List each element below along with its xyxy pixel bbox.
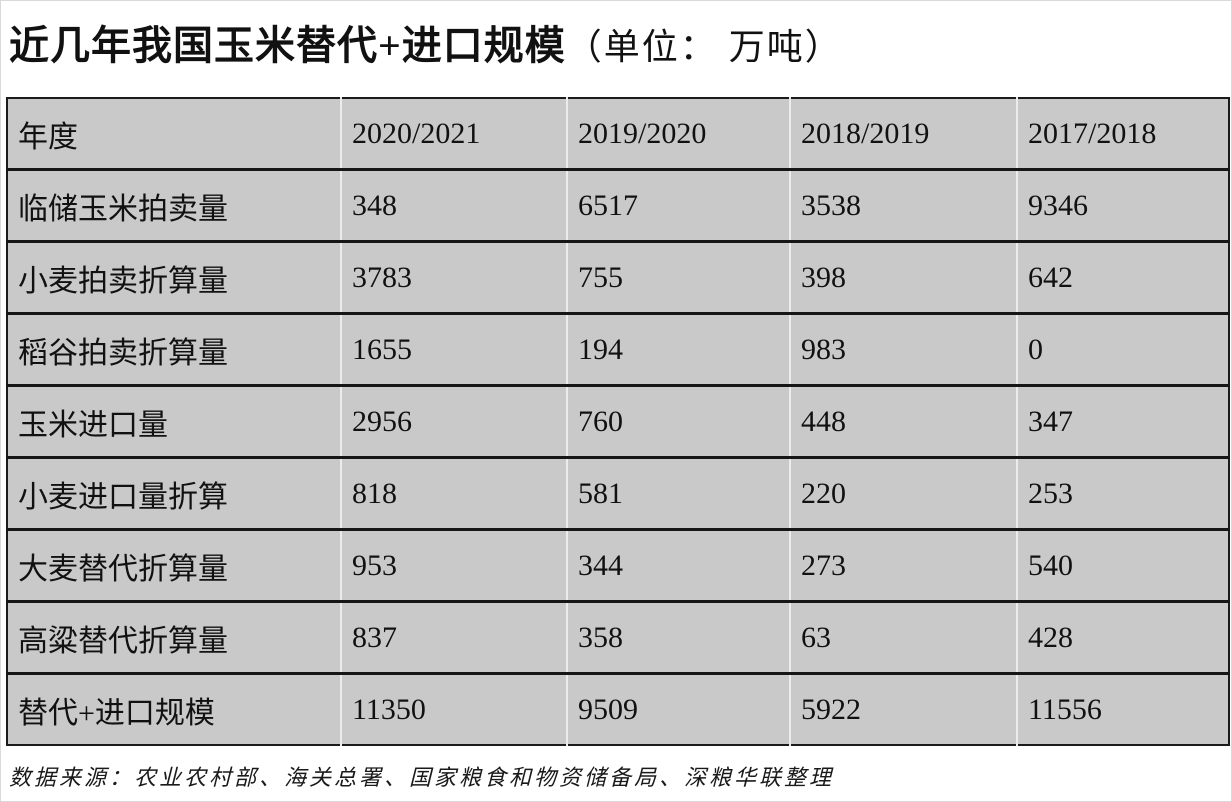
cell-value: 220 <box>789 456 1017 530</box>
table-row: 大麦替代折算量 953 344 273 540 <box>7 528 1229 602</box>
cell-value: 755 <box>566 240 790 314</box>
title-bar: 近几年我国玉米替代+进口规模（单位： 万吨） <box>1 1 1231 71</box>
cell-value: 11350 <box>340 672 567 745</box>
cell-value: 428 <box>1016 600 1229 674</box>
table-row: 稻谷拍卖折算量 1655 194 983 0 <box>7 312 1229 386</box>
header-cell-2020-2021: 2020/2021 <box>340 98 567 170</box>
cell-value: 273 <box>789 528 1017 602</box>
table-row: 玉米进口量 2956 760 448 347 <box>7 384 1229 458</box>
row-label: 小麦进口量折算 <box>7 456 341 530</box>
table-row: 临储玉米拍卖量 348 6517 3538 9346 <box>7 168 1229 242</box>
cell-value: 2956 <box>340 384 567 458</box>
cell-value: 837 <box>340 600 567 674</box>
cell-value: 347 <box>1016 384 1229 458</box>
cell-value: 3783 <box>340 240 567 314</box>
cell-value: 9346 <box>1016 168 1229 242</box>
cell-value: 11556 <box>1016 672 1229 745</box>
table-row: 小麦拍卖折算量 3783 755 398 642 <box>7 240 1229 314</box>
cell-value: 448 <box>789 384 1017 458</box>
cell-value: 581 <box>566 456 790 530</box>
table-row: 高粱替代折算量 837 358 63 428 <box>7 600 1229 674</box>
cell-value: 253 <box>1016 456 1229 530</box>
row-label: 玉米进口量 <box>7 384 341 458</box>
cell-value: 983 <box>789 312 1017 386</box>
cell-value: 194 <box>566 312 790 386</box>
row-label: 小麦拍卖折算量 <box>7 240 341 314</box>
table-header-row: 年度 2020/2021 2019/2020 2018/2019 2017/20… <box>7 98 1229 170</box>
header-cell-year: 年度 <box>7 98 341 170</box>
cell-value: 0 <box>1016 312 1229 386</box>
cell-value: 953 <box>340 528 567 602</box>
row-label: 稻谷拍卖折算量 <box>7 312 341 386</box>
row-label: 大麦替代折算量 <box>7 528 341 602</box>
header-cell-2019-2020: 2019/2020 <box>566 98 790 170</box>
cell-value: 540 <box>1016 528 1229 602</box>
cell-value: 760 <box>566 384 790 458</box>
cell-value: 358 <box>566 600 790 674</box>
cell-value: 63 <box>789 600 1017 674</box>
table-row: 小麦进口量折算 818 581 220 253 <box>7 456 1229 530</box>
data-table: 年度 2020/2021 2019/2020 2018/2019 2017/20… <box>6 97 1230 746</box>
row-label: 替代+进口规模 <box>7 672 341 745</box>
row-label: 临储玉米拍卖量 <box>7 168 341 242</box>
page-title: 近几年我国玉米替代+进口规模 <box>9 23 566 68</box>
cell-value: 5922 <box>789 672 1017 745</box>
data-source-note: 数据来源：农业农村部、海关总署、国家粮食和物资储备局、深粮华联整理 <box>9 765 835 790</box>
cell-value: 1655 <box>340 312 567 386</box>
page-title-unit: （单位： 万吨） <box>565 27 843 67</box>
header-cell-2017-2018: 2017/2018 <box>1016 98 1229 170</box>
cell-value: 3538 <box>789 168 1017 242</box>
table-row-total: 替代+进口规模 11350 9509 5922 11556 <box>7 672 1229 745</box>
cell-value: 348 <box>340 168 567 242</box>
header-cell-2018-2019: 2018/2019 <box>789 98 1017 170</box>
cell-value: 344 <box>566 528 790 602</box>
cell-value: 818 <box>340 456 567 530</box>
row-label: 高粱替代折算量 <box>7 600 341 674</box>
cell-value: 642 <box>1016 240 1229 314</box>
cell-value: 398 <box>789 240 1017 314</box>
cell-value: 6517 <box>566 168 790 242</box>
cell-value: 9509 <box>566 672 790 745</box>
